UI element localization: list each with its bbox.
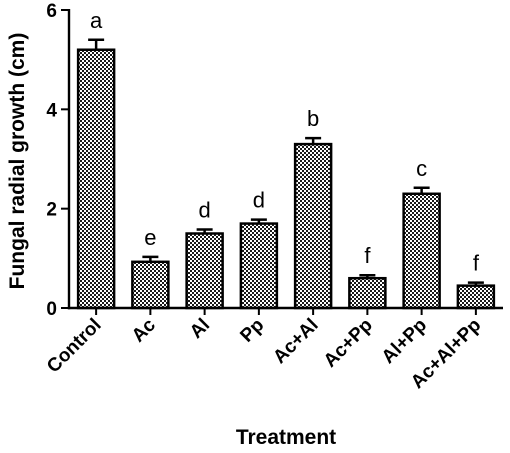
x-category-label: Ac+Pp bbox=[320, 315, 377, 372]
y-tick-label: 6 bbox=[46, 1, 57, 22]
bar bbox=[239, 222, 279, 310]
y-tick-label: 0 bbox=[46, 299, 57, 320]
y-tick-label: 2 bbox=[46, 200, 57, 221]
significance-label: f bbox=[473, 251, 480, 276]
x-category-label: Al bbox=[186, 315, 214, 343]
significance-label: b bbox=[307, 106, 319, 131]
x-category-label: Al+Pp bbox=[378, 315, 431, 368]
bar bbox=[293, 142, 333, 310]
significance-label: f bbox=[364, 243, 371, 268]
y-axis-title: Fungal radial growth (cm) bbox=[6, 33, 29, 290]
significance-label: e bbox=[144, 225, 156, 250]
x-category-label: Ac+Al bbox=[269, 315, 322, 368]
significance-label: c bbox=[416, 156, 427, 181]
bar bbox=[348, 276, 387, 310]
x-category-label: Control bbox=[43, 315, 106, 378]
bar bbox=[76, 48, 116, 310]
significance-label: d bbox=[253, 188, 265, 213]
significance-label: d bbox=[199, 198, 211, 223]
x-axis-title: Treatment bbox=[236, 426, 336, 449]
x-category-label: Pp bbox=[236, 315, 268, 347]
x-category-label: Ac bbox=[128, 314, 160, 346]
y-axis-ticks: 0 2 4 6 bbox=[46, 1, 69, 320]
bar bbox=[402, 192, 441, 310]
significance-label: a bbox=[90, 8, 103, 33]
axes bbox=[67, 9, 503, 310]
bars-group: a e d d b f c f bbox=[76, 8, 496, 310]
bar bbox=[131, 260, 170, 310]
y-tick-label: 4 bbox=[46, 100, 57, 121]
bar bbox=[456, 284, 496, 310]
bar bbox=[185, 232, 224, 310]
